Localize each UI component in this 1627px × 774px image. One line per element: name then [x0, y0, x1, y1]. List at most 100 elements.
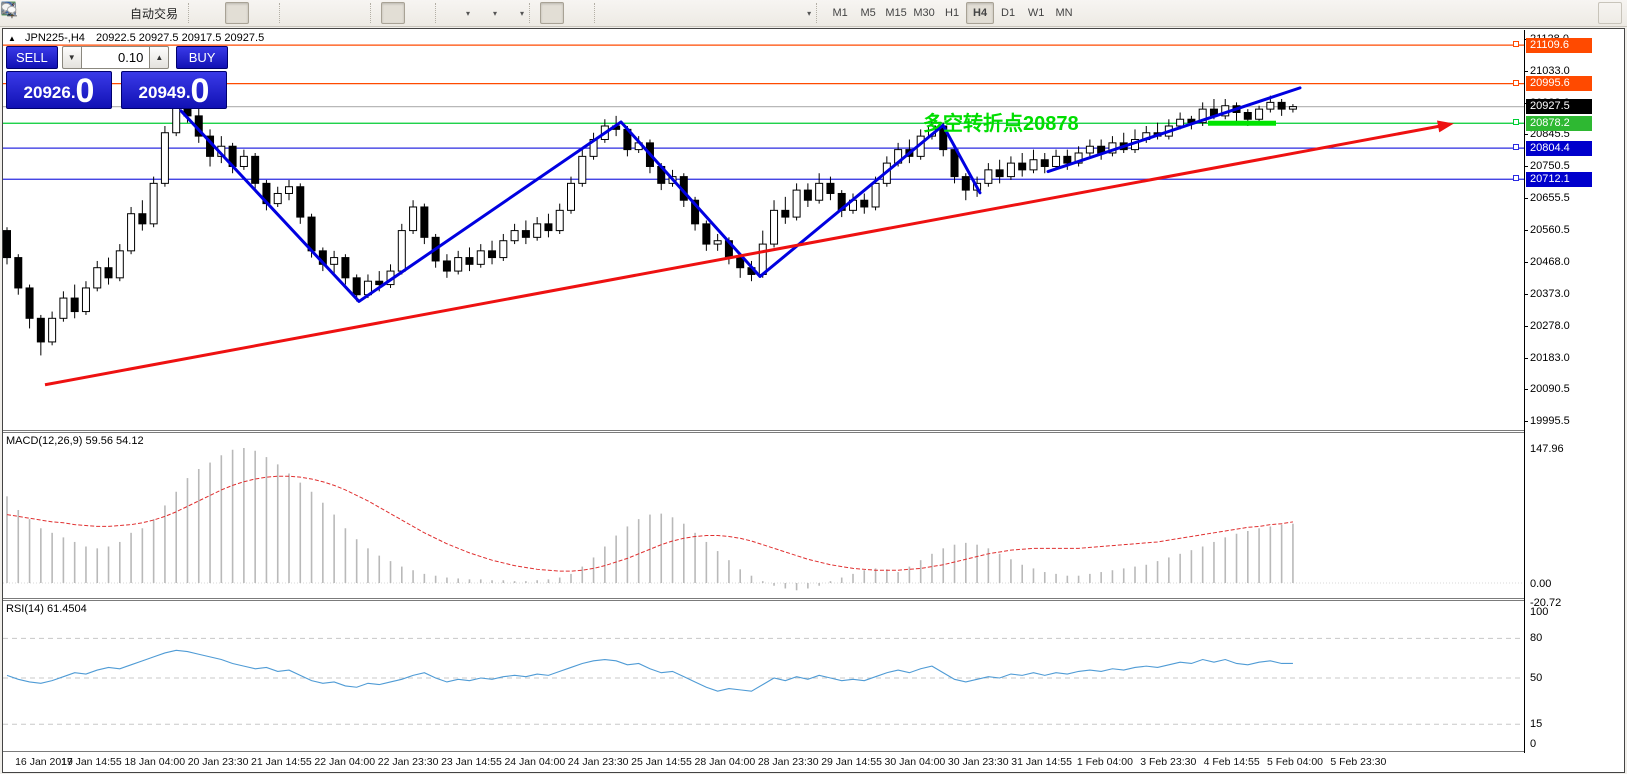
text-button[interactable]: A: [4, 2, 759, 24]
chat-button[interactable]: [1, 2, 1622, 24]
axis-tick: [1524, 198, 1528, 200]
fibonacci-button[interactable]: F: [2, 2, 733, 24]
time-axis-label: 20 Jan 23:30: [187, 756, 249, 768]
history-icon: [1, 2, 47, 22]
insert-indicator-button[interactable]: ▾: [1, 2, 471, 24]
buy-price-box[interactable]: 20949. 0: [121, 71, 227, 109]
zoom-out-button[interactable]: [1, 1, 340, 24]
dropdown-arrow-icon: ▾: [466, 8, 471, 18]
candlestick-chart-button[interactable]: [2, 2, 250, 24]
sell-label: SELL: [15, 50, 48, 65]
rsi-axis-label: 80: [1530, 632, 1543, 645]
buy-button[interactable]: BUY: [176, 46, 228, 69]
volume-increase-button[interactable]: ▲: [149, 46, 170, 69]
horizontal-line-icon: [2, 5, 652, 22]
axis-tick-label: 20090.5: [1530, 382, 1570, 395]
sell-price-box[interactable]: 20926. 0: [6, 71, 112, 109]
timeframe-M30[interactable]: M30: [913, 7, 935, 19]
line-anchor-marker[interactable]: [1513, 144, 1519, 151]
rsi-pane[interactable]: [3, 601, 1524, 751]
vertical-line-button[interactable]: [7, 2, 629, 24]
time-axis-label: 18 Jan 04:00: [124, 756, 186, 768]
time-axis-label: 22 Jan 23:30: [377, 756, 439, 768]
text-label-button[interactable]: T: [2, 2, 785, 24]
line-anchor-marker[interactable]: [1513, 41, 1519, 48]
axis-tick-label: 20655.5: [1530, 192, 1570, 205]
tile-windows-button[interactable]: [1, 1, 366, 24]
market-watch-button[interactable]: [1, 2, 76, 24]
auto-scroll-button[interactable]: [2, 2, 406, 24]
timeframe-M15[interactable]: M15: [885, 7, 907, 19]
rsi-axis-label: 15: [1530, 718, 1543, 731]
time-axis-label: 4 Feb 14:55: [1203, 756, 1260, 768]
collapse-triangle-icon[interactable]: ▲: [8, 34, 16, 43]
price-line-badge: 21109.6: [1526, 37, 1592, 53]
cursor-button[interactable]: [5, 2, 565, 24]
axis-tick: [1524, 71, 1528, 72]
chat-icon: [1, 2, 1619, 22]
zoom-out-icon: [1, 1, 337, 22]
templates-button[interactable]: ▾: [1, 2, 525, 24]
volume-input[interactable]: 0.10: [81, 46, 150, 69]
macd-pane[interactable]: [3, 433, 1524, 598]
axis-tick-label: 20845.5: [1530, 128, 1570, 141]
spin-up-icon: ▲: [155, 53, 164, 62]
toolbar-separator: [529, 3, 536, 23]
line-chart-icon: [2, 2, 272, 22]
symbol-period: JPN225-,H4: [24, 32, 85, 44]
dropdown-arrow-icon: ▾: [493, 8, 498, 18]
toolbar-separator: [594, 3, 601, 23]
price-axis-separator: [1524, 30, 1525, 753]
main-chart-pane[interactable]: [3, 30, 1524, 430]
time-axis-label: 1 Feb 04:00: [1076, 756, 1133, 768]
axis-tick-label: 20750.5: [1530, 160, 1570, 173]
axis-tick: [1524, 325, 1528, 327]
trendline-button[interactable]: [2, 2, 681, 24]
autotrading-button[interactable]: 自动交易: [1, 1, 184, 24]
sell-price-int: 20926: [23, 83, 71, 102]
price-line-badge: 20804.4: [1526, 140, 1592, 156]
timeframe-M1[interactable]: M1: [832, 7, 848, 19]
horizontal-line-button[interactable]: [2, 2, 655, 24]
pane-divider[interactable]: [3, 598, 1524, 601]
signals-button[interactable]: [3, 2, 102, 24]
annotation-text[interactable]: 多空转折点20878: [923, 113, 1079, 136]
bar-chart-button[interactable]: [2, 2, 223, 24]
crosshair-button[interactable]: [2, 2, 590, 24]
arrows-button[interactable]: ▾: [3, 2, 812, 24]
sell-button[interactable]: SELL: [6, 46, 58, 69]
chart-shift-button[interactable]: [2, 2, 431, 24]
chart-shift-icon: [2, 2, 428, 22]
axis-tick-label: 20183.0: [1530, 351, 1570, 364]
line-anchor-marker[interactable]: [1513, 79, 1519, 86]
search-button[interactable]: [2, 2, 1596, 24]
time-axis-divider: [3, 751, 1524, 753]
timeframe-MN[interactable]: MN: [1055, 7, 1073, 19]
pane-divider[interactable]: [3, 430, 1524, 433]
timeframe-H4[interactable]: H4: [966, 2, 995, 24]
equidistant-channel-button[interactable]: E: [1, 2, 707, 24]
price-line-badge: 20927.5: [1526, 99, 1592, 115]
time-axis-label: 25 Jan 14:55: [631, 756, 692, 768]
toolbar-separator: [435, 3, 442, 23]
line-anchor-marker[interactable]: [1513, 119, 1519, 126]
line-anchor-marker[interactable]: [1513, 175, 1519, 182]
autotrading-icon: [1, 1, 127, 22]
toolbar-separator: [279, 3, 286, 23]
buy-price-frac: 0: [190, 72, 210, 110]
time-axis-label: 5 Feb 04:00: [1266, 756, 1324, 768]
line-chart-button[interactable]: [2, 2, 275, 24]
toolbar-separator: [370, 3, 377, 23]
periods-icon: [1, 1, 491, 22]
timeframe-W1[interactable]: W1: [1027, 7, 1045, 19]
candlestick-chart[interactable]: [3, 30, 1524, 430]
time-axis-label: 28 Jan 04:00: [694, 756, 756, 768]
timeframe-H1[interactable]: H1: [945, 7, 960, 19]
timeframe-M5[interactable]: M5: [860, 7, 876, 19]
periods-button[interactable]: ▾: [1, 1, 498, 24]
zoom-in-button[interactable]: [1, 1, 314, 24]
timeframe-D1[interactable]: D1: [1001, 7, 1016, 19]
volume-decrease-button[interactable]: ▼: [61, 46, 82, 69]
axis-tick: [1524, 421, 1528, 423]
history-button[interactable]: [1, 2, 50, 24]
